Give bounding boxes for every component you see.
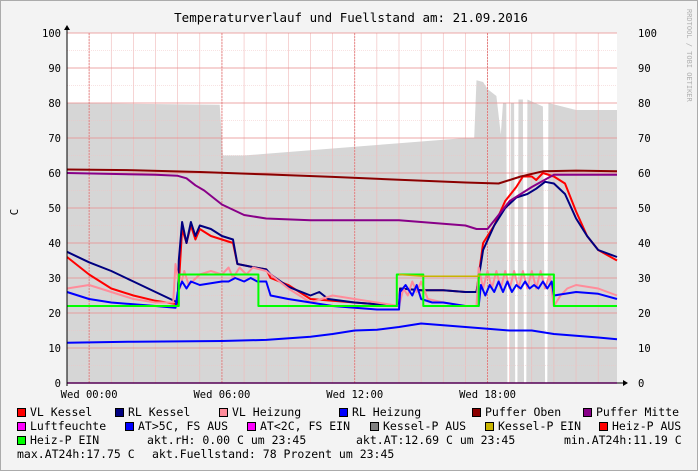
legend-swatch (485, 422, 494, 431)
stat-fill-level: akt.Fuellstand: 78 Prozent um 23:45 (152, 447, 395, 461)
y-tick-label-right: 100 (638, 28, 657, 40)
stat-max-outside-temp: max.AT24h:17.75 C (17, 447, 135, 461)
legend-item-puffer-oben: Puffer Oben (472, 405, 561, 419)
legend-item-vl-heizung: VL Heizung (219, 405, 301, 419)
y-tick-label-right: 30 (638, 273, 651, 285)
x-axis-arrow-icon (623, 380, 628, 386)
legend-item-at-below-2c: AT<2C, FS EIN (247, 419, 350, 433)
legend-label: VL Kessel (30, 405, 93, 419)
x-tick-label: Wed 18:00 (459, 389, 516, 401)
legend-swatch (17, 408, 26, 417)
y-tick-label-right: 40 (638, 238, 651, 250)
y-tick-label-left: 70 (48, 133, 61, 145)
legend-swatch (17, 422, 26, 431)
legend-item-kessel-p-ein: Kessel-P EIN (485, 419, 581, 433)
legend-label: Heiz-P AUS (612, 419, 682, 433)
series-line-rl-kessel (66, 180, 618, 307)
legend-swatch (247, 422, 256, 431)
x-tick-label: Wed 06:00 (193, 389, 250, 401)
y-tick-label-left: 0 (55, 378, 61, 390)
temperature-chart: Temperaturverlauf und Fuellstand am: 21.… (8, 9, 693, 401)
plot-area: Wed 00:00 Wed 06:00 Wed 12:00 Wed 18:00 0 0 10… (42, 25, 657, 401)
legend: VL Kessel RL Kessel VL Heizung RL Heizun… (17, 405, 697, 461)
legend-swatch (125, 422, 134, 431)
y-tick-label-right: 60 (638, 168, 651, 180)
legend-swatch (370, 422, 379, 431)
legend-item-at-above-5c: AT>5C, FS AUS (125, 419, 228, 433)
legend-label: RL Kessel (128, 405, 191, 419)
legend-item-kessel-p-aus: Kessel-P AUS (370, 419, 466, 433)
legend-label: Heiz-P EIN (30, 433, 100, 447)
fill-level-area (67, 80, 617, 384)
y-tick-label-right: 80 (638, 98, 651, 110)
watermark: RRDTOOL / TOBI OETIKER (685, 9, 693, 103)
legend-swatch (115, 408, 124, 417)
x-tick-label: Wed 00:00 (61, 389, 118, 401)
y-tick-label-left: 10 (48, 343, 61, 355)
y-tick-label-right: 20 (638, 308, 651, 320)
legend-label: VL Heizung (232, 405, 302, 419)
series-line-puffer-mitte (66, 172, 617, 230)
legend-item-heiz-p-aus: Heiz-P AUS (599, 419, 681, 433)
y-tick-label-left: 50 (48, 203, 61, 215)
series-line-puffer-oben (66, 168, 618, 185)
stat-min-outside-temp: min.AT24h:11.19 C (564, 433, 682, 447)
y-tick-label-left: 20 (48, 308, 61, 320)
legend-label: RL Heizung (352, 405, 422, 419)
legend-label: Puffer Oben (485, 405, 562, 419)
y-tick-label-left: 100 (42, 28, 61, 40)
stat-humidity: akt.rH: 0.00 C um 23:45 (147, 433, 307, 447)
legend-row-4: max.AT24h:17.75 C akt.Fuellstand: 78 Pro… (17, 447, 697, 461)
y-axis-arrow-icon (64, 25, 70, 30)
legend-label: Kessel-P EIN (498, 419, 582, 433)
legend-label: Kessel-P AUS (383, 419, 467, 433)
series-line-kessel-p-ein (398, 273, 480, 278)
y-tick-label-right: 50 (638, 203, 651, 215)
legend-swatch (219, 408, 228, 417)
legend-row-3: Heiz-P EIN akt.rH: 0.00 C um 23:45 akt.A… (17, 433, 697, 447)
y-tick-label-left: 80 (48, 98, 61, 110)
y-tick-label-left: 30 (48, 273, 61, 285)
legend-swatch (472, 408, 481, 417)
stat-outside-temp: akt.AT:12.69 C um 23:45 (356, 433, 516, 447)
legend-item-vl-kessel: VL Kessel (17, 405, 92, 419)
legend-row-1: VL Kessel RL Kessel VL Heizung RL Heizun… (17, 405, 697, 419)
series-line-rl-heizung (66, 277, 618, 311)
legend-label: AT>5C, FS AUS (138, 419, 229, 433)
y-tick-label-right: 70 (638, 133, 651, 145)
legend-row-2: Luftfeuchte AT>5C, FS AUS AT<2C, FS EIN … (17, 419, 697, 433)
series-line-at-5c-fs-aus (66, 322, 618, 344)
y-tick-label-left: 60 (48, 168, 61, 180)
y-tick-label-left: 40 (48, 238, 61, 250)
legend-item-puffer-mitte: Puffer Mitte (583, 405, 679, 419)
legend-label: Luftfeuchte (30, 419, 107, 433)
legend-item-rl-heizung: RL Heizung (339, 405, 421, 419)
legend-item-luftfeuchte: Luftfeuchte (17, 419, 106, 433)
series-line-heiz-p-ein (67, 273, 617, 307)
y-tick-label-right: 90 (638, 63, 651, 75)
legend-swatch (583, 408, 592, 417)
legend-swatch (17, 436, 26, 445)
legend-item-heiz-p-ein: Heiz-P EIN (17, 433, 99, 447)
legend-swatch (599, 422, 608, 431)
y-tick-label-left: 90 (48, 63, 61, 75)
y-tick-label-right: 10 (638, 343, 651, 355)
y-tick-label-right: 0 (638, 378, 644, 390)
legend-swatch (339, 408, 348, 417)
legend-label: Puffer Mitte (596, 405, 680, 419)
legend-item-rl-kessel: RL Kessel (115, 405, 190, 419)
chart-title: Temperaturverlauf und Fuellstand am: 21.… (174, 10, 528, 25)
y-axis-label: C (8, 209, 21, 216)
legend-label: AT<2C, FS EIN (260, 419, 351, 433)
x-tick-label: Wed 12:00 (326, 389, 383, 401)
